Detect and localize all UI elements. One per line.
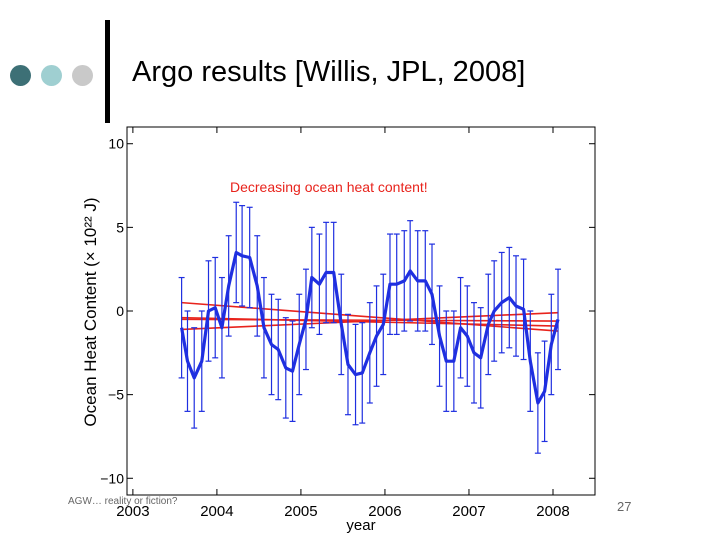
data-series [180,250,560,405]
x-tick-label: 2006 [368,503,401,520]
slide-number: 27 [617,499,632,514]
y-axis-label: Ocean Heat Content (× 10²² J) [81,197,100,426]
y-tick-label: −5 [108,387,124,403]
decor-dot-1 [10,65,31,86]
x-tick-label: 2008 [536,503,569,520]
y-tick-label: 5 [116,219,124,235]
x-axis: 2003 2004 2005 2006 2007 2008 [116,127,570,520]
chart-annotation: Decreasing ocean heat content! [230,179,428,195]
x-tick-label: 2005 [284,503,317,520]
decor-dot-3 [72,65,93,86]
y-axis: 10 5 0 −5 −10 [100,136,595,486]
y-tick-label: −10 [100,470,124,486]
x-tick-label: 2004 [200,503,233,520]
x-tick-label: 2007 [452,503,485,520]
series-line [180,250,560,405]
y-tick-label: 0 [116,303,124,319]
x-axis-label: year [346,517,375,534]
x-tick-label: 2003 [116,503,149,520]
footer-text: AGW… reality or fiction? [68,496,178,507]
title-divider [105,20,110,123]
decor-dot-2 [41,65,62,86]
slide-title: Argo results [Willis, JPL, 2008] [132,56,526,88]
y-tick-label: 10 [108,136,124,152]
